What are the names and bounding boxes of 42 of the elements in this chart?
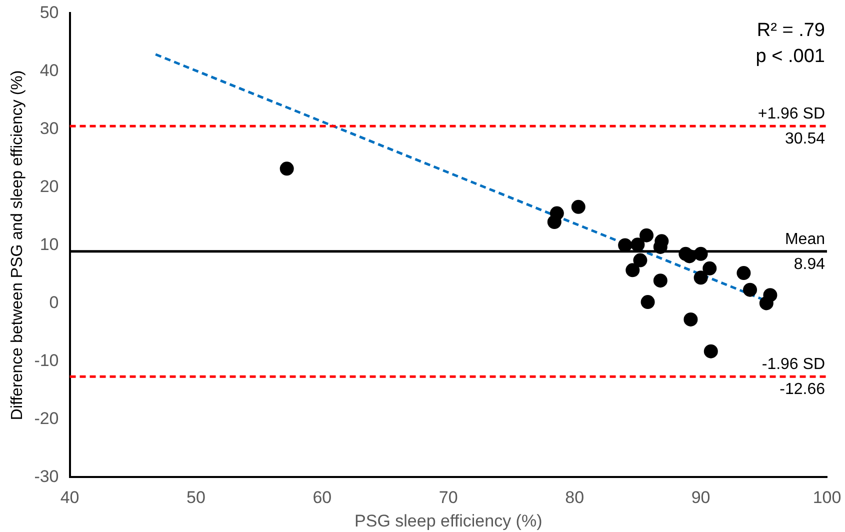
x-tick-label: 90 — [691, 488, 710, 508]
point — [626, 263, 640, 278]
y-tick-label: 40 — [40, 60, 59, 80]
point — [694, 270, 708, 285]
y-tick-label: 30 — [40, 118, 59, 138]
ref-line-label: Mean — [784, 230, 825, 248]
x-tick-label: 100 — [812, 488, 842, 508]
y-tick-label: 50 — [40, 2, 59, 22]
y-tick-label: -30 — [34, 466, 59, 486]
point — [704, 344, 718, 358]
point — [640, 228, 654, 242]
annotation: 30.54 — [784, 130, 826, 148]
annotation: 8.94 — [794, 256, 826, 273]
point — [743, 282, 758, 297]
annotation: R² = .79 — [756, 20, 825, 41]
point — [759, 296, 774, 310]
y-tick-label: 10 — [40, 234, 59, 254]
point — [653, 274, 668, 288]
x-tick-label: 70 — [438, 488, 458, 508]
point — [640, 295, 655, 310]
x-tick-label: 50 — [186, 488, 206, 508]
point — [633, 253, 648, 268]
x-tick-label: 40 — [60, 488, 80, 508]
y-tick-label: 20 — [40, 176, 59, 196]
point — [684, 312, 698, 326]
point — [571, 200, 586, 214]
annotation: p < .001 — [756, 46, 825, 67]
ref-line-label: +1.96 SD — [758, 105, 825, 122]
x-axis-title: PSG sleep efficiency (%) — [354, 511, 542, 530]
ref-line-label: -1.96 SD — [762, 356, 825, 374]
annotation: -12.66 — [780, 381, 826, 398]
point — [630, 238, 645, 252]
point — [702, 261, 717, 276]
y-tick-label: -10 — [34, 350, 59, 370]
point — [280, 162, 294, 176]
x-tick-label: 80 — [565, 488, 584, 508]
y-tick-label: -20 — [34, 408, 59, 428]
point — [547, 215, 562, 229]
y-tick-label: 0 — [49, 292, 59, 312]
point — [736, 266, 751, 280]
y-axis-title: Difference between PSG and sleep efficiency (%) — [9, 70, 26, 420]
x-tick-label: 60 — [312, 488, 332, 508]
